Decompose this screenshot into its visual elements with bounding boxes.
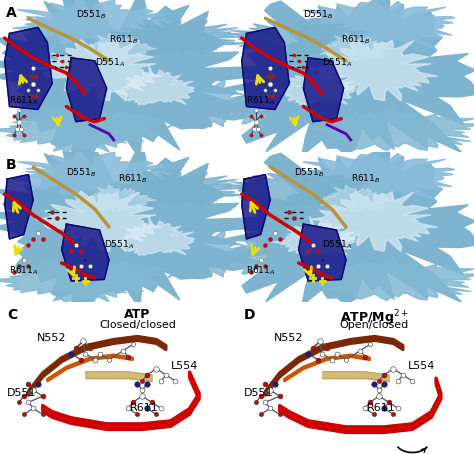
Polygon shape (66, 58, 107, 122)
Polygon shape (219, 231, 316, 280)
Polygon shape (320, 185, 394, 212)
Text: Open/closed: Open/closed (340, 320, 409, 330)
Polygon shape (313, 106, 474, 151)
Text: N552: N552 (37, 333, 66, 343)
Polygon shape (106, 20, 248, 56)
Polygon shape (152, 230, 259, 279)
Text: L554: L554 (171, 361, 198, 371)
Polygon shape (226, 18, 377, 58)
Polygon shape (0, 131, 270, 321)
Polygon shape (12, 0, 172, 45)
Text: D551$_A$: D551$_A$ (95, 56, 125, 69)
Text: B: B (6, 158, 16, 172)
Text: D: D (244, 308, 255, 322)
Text: R611: R611 (130, 403, 159, 414)
Polygon shape (110, 216, 195, 255)
Text: ATP/Mg$^{2+}$: ATP/Mg$^{2+}$ (340, 308, 409, 328)
Text: ATP: ATP (124, 308, 151, 321)
Polygon shape (5, 174, 33, 239)
Polygon shape (106, 172, 248, 207)
Text: D551: D551 (7, 388, 36, 398)
Polygon shape (272, 216, 356, 255)
Text: D551$_B$: D551$_B$ (303, 9, 334, 21)
Text: D551$_A$: D551$_A$ (322, 56, 353, 69)
Polygon shape (152, 79, 259, 128)
Polygon shape (242, 174, 270, 239)
Text: D551$_B$: D551$_B$ (66, 167, 97, 179)
Polygon shape (302, 153, 455, 199)
Polygon shape (302, 1, 455, 47)
Text: R611: R611 (367, 403, 396, 414)
Text: L554: L554 (408, 361, 435, 371)
Text: R611$_B$: R611$_B$ (341, 33, 371, 46)
Polygon shape (272, 65, 356, 104)
Polygon shape (310, 40, 438, 101)
Polygon shape (299, 224, 346, 281)
Text: R611$_B$: R611$_B$ (351, 173, 380, 185)
Polygon shape (313, 257, 474, 301)
Polygon shape (62, 224, 109, 281)
Text: R611$_A$: R611$_A$ (9, 94, 39, 107)
Polygon shape (201, 141, 474, 306)
Polygon shape (83, 33, 157, 61)
Polygon shape (83, 185, 157, 212)
Polygon shape (35, 191, 163, 252)
Text: D551$_A$: D551$_A$ (104, 239, 135, 251)
Text: Closed/closed: Closed/closed (99, 320, 176, 330)
Polygon shape (12, 152, 172, 197)
Text: R611$_A$: R611$_A$ (246, 94, 276, 107)
Text: R611$_A$: R611$_A$ (9, 264, 39, 276)
Text: R611$_A$: R611$_A$ (246, 264, 276, 276)
Polygon shape (219, 80, 316, 130)
Polygon shape (35, 40, 163, 101)
Polygon shape (0, 108, 170, 154)
Polygon shape (201, 0, 474, 156)
Text: D551$_B$: D551$_B$ (76, 9, 106, 21)
Polygon shape (226, 170, 377, 209)
Text: R611$_B$: R611$_B$ (118, 173, 148, 185)
Polygon shape (110, 65, 195, 104)
Text: R611$_B$: R611$_B$ (109, 33, 138, 46)
Polygon shape (0, 258, 170, 304)
Polygon shape (320, 33, 394, 61)
Text: N552: N552 (274, 333, 303, 343)
Text: D551$_B$: D551$_B$ (294, 167, 324, 179)
Polygon shape (242, 27, 289, 109)
Text: D551: D551 (244, 388, 273, 398)
Polygon shape (5, 27, 52, 109)
Polygon shape (0, 0, 270, 171)
Text: C: C (7, 308, 18, 322)
Text: A: A (6, 6, 17, 20)
Text: D551$_A$: D551$_A$ (322, 239, 353, 251)
Polygon shape (310, 191, 438, 252)
Polygon shape (303, 58, 344, 122)
